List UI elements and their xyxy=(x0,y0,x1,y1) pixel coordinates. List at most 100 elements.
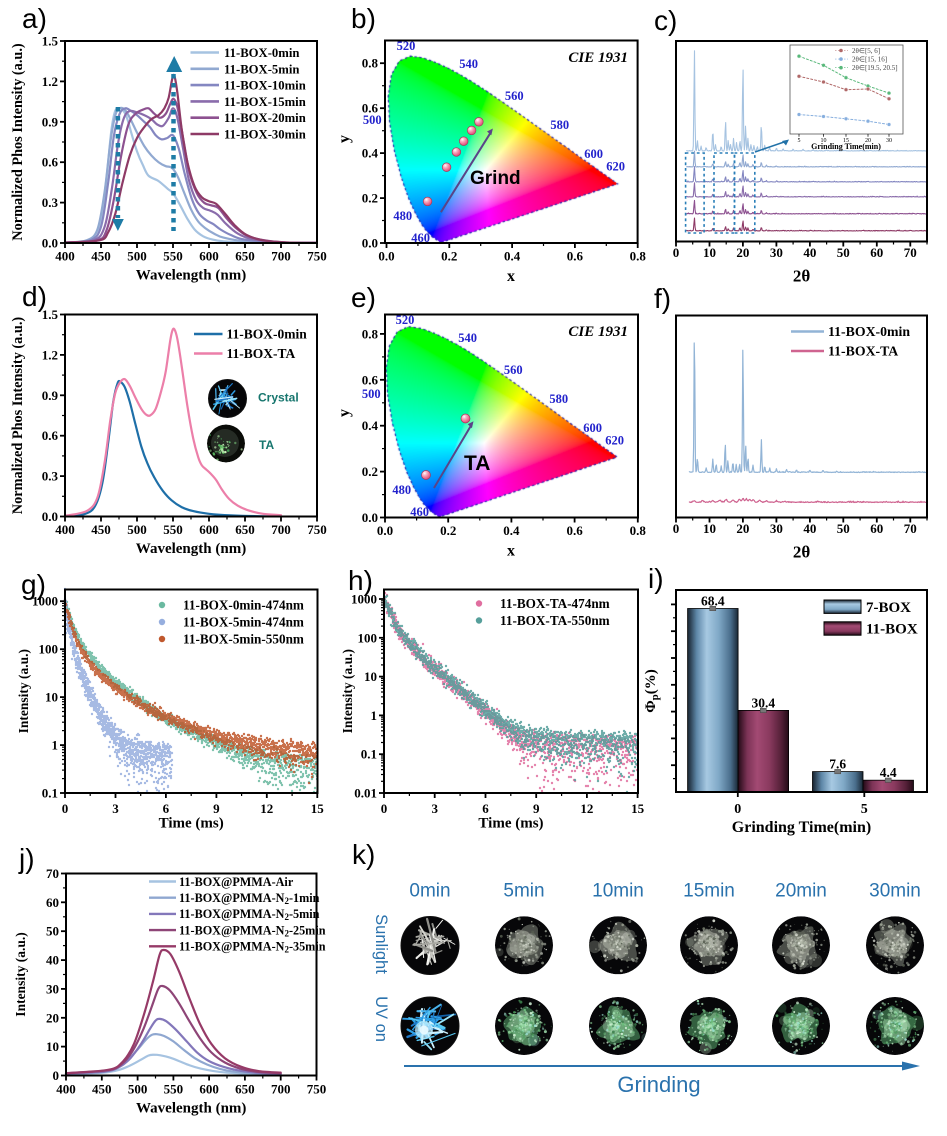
svg-text:3: 3 xyxy=(112,801,119,816)
svg-text:600: 600 xyxy=(584,147,603,161)
svg-text:400: 400 xyxy=(55,522,75,537)
svg-text:400: 400 xyxy=(56,1082,76,1097)
svg-text:0.9: 0.9 xyxy=(42,388,59,403)
svg-text:Time (ms): Time (ms) xyxy=(478,816,543,832)
svg-text:f): f) xyxy=(654,283,671,314)
svg-text:11-BOX-TA: 11-BOX-TA xyxy=(828,344,898,359)
svg-text:500: 500 xyxy=(127,522,147,537)
svg-text:0.6: 0.6 xyxy=(566,523,583,538)
svg-text:700: 700 xyxy=(271,1082,291,1097)
svg-text:15min: 15min xyxy=(683,881,735,902)
svg-text:5: 5 xyxy=(861,802,868,817)
svg-text:10: 10 xyxy=(46,1039,59,1054)
svg-text:6: 6 xyxy=(163,801,170,816)
svg-text:2θ∈[15, 16]: 2θ∈[15, 16] xyxy=(852,56,887,64)
svg-text:7.6: 7.6 xyxy=(829,757,846,772)
svg-text:10: 10 xyxy=(703,245,716,260)
svg-text:i): i) xyxy=(648,563,664,594)
svg-text:CIE 1931: CIE 1931 xyxy=(568,50,628,66)
svg-text:11-BOX-TA-474nm: 11-BOX-TA-474nm xyxy=(500,596,610,611)
svg-text:Sunlight: Sunlight xyxy=(372,914,390,974)
svg-text:11-BOX-5min-550nm: 11-BOX-5min-550nm xyxy=(183,632,304,647)
svg-text:500: 500 xyxy=(128,1082,148,1097)
svg-text:0.0: 0.0 xyxy=(42,509,58,524)
svg-text:0: 0 xyxy=(62,801,69,816)
svg-text:520: 520 xyxy=(397,39,416,53)
svg-text:Time (ms): Time (ms) xyxy=(159,816,224,832)
svg-text:10: 10 xyxy=(821,138,827,144)
svg-text:1: 1 xyxy=(52,738,59,753)
svg-text:b): b) xyxy=(351,3,376,34)
svg-text:a): a) xyxy=(22,3,47,34)
svg-text:1.5: 1.5 xyxy=(42,307,59,322)
svg-text:450: 450 xyxy=(91,522,111,537)
svg-text:11-BOX@PMMA-N2-35min: 11-BOX@PMMA-N2-35min xyxy=(179,940,326,955)
svg-text:0.1: 0.1 xyxy=(42,786,58,801)
svg-text:Grinding Time(min): Grinding Time(min) xyxy=(811,142,881,151)
svg-text:y: y xyxy=(336,409,353,417)
svg-text:15: 15 xyxy=(843,138,849,144)
svg-text:6: 6 xyxy=(482,801,489,816)
svg-text:620: 620 xyxy=(605,434,624,448)
svg-text:40: 40 xyxy=(803,521,816,536)
svg-text:30: 30 xyxy=(770,245,783,260)
svg-text:g): g) xyxy=(21,569,46,600)
svg-text:11-BOX-0min: 11-BOX-0min xyxy=(828,324,910,339)
svg-text:0.0: 0.0 xyxy=(378,249,394,264)
svg-text:60: 60 xyxy=(870,245,883,260)
svg-text:30: 30 xyxy=(770,521,783,536)
svg-text:Intensity (a.u.): Intensity (a.u.) xyxy=(16,649,31,733)
svg-text:0.2: 0.2 xyxy=(441,249,457,264)
svg-text:d): d) xyxy=(22,281,47,312)
svg-text:550: 550 xyxy=(164,1082,184,1097)
svg-text:20: 20 xyxy=(46,1010,59,1025)
svg-text:11-BOX-20min: 11-BOX-20min xyxy=(224,111,306,125)
svg-text:580: 580 xyxy=(550,118,569,132)
svg-text:1.5: 1.5 xyxy=(42,34,59,49)
svg-text:700: 700 xyxy=(271,522,291,537)
svg-text:0.1: 0.1 xyxy=(361,747,377,762)
svg-text:TA: TA xyxy=(259,438,274,452)
svg-text:0min: 0min xyxy=(409,881,450,902)
svg-text:Grinding Time(min): Grinding Time(min) xyxy=(732,819,871,836)
svg-text:70: 70 xyxy=(904,521,917,536)
svg-text:11-BOX@PMMA-N2-1min: 11-BOX@PMMA-N2-1min xyxy=(179,891,320,906)
svg-text:1.2: 1.2 xyxy=(42,347,58,362)
svg-text:30: 30 xyxy=(46,981,59,996)
svg-text:750: 750 xyxy=(307,249,327,264)
svg-text:0.3: 0.3 xyxy=(42,469,59,484)
svg-text:0.6: 0.6 xyxy=(567,249,584,264)
svg-text:11-BOX@PMMA-Air: 11-BOX@PMMA-Air xyxy=(179,875,294,889)
svg-text:0.9: 0.9 xyxy=(42,114,59,129)
svg-text:60: 60 xyxy=(870,521,883,536)
svg-text:600: 600 xyxy=(199,249,219,264)
svg-text:0.6: 0.6 xyxy=(362,372,379,387)
svg-text:11-BOX-0min: 11-BOX-0min xyxy=(227,327,308,342)
svg-text:11-BOX-10min: 11-BOX-10min xyxy=(224,79,306,93)
svg-text:11-BOX@PMMA-N2-25min: 11-BOX@PMMA-N2-25min xyxy=(179,923,326,938)
svg-text:7-BOX: 7-BOX xyxy=(866,600,911,616)
svg-text:100: 100 xyxy=(39,642,59,657)
svg-text:580: 580 xyxy=(549,392,568,406)
svg-text:0.0: 0.0 xyxy=(362,510,378,525)
svg-text:0.2: 0.2 xyxy=(362,191,378,206)
svg-text:0.6: 0.6 xyxy=(42,155,59,170)
svg-text:0.3: 0.3 xyxy=(42,195,59,210)
svg-text:700: 700 xyxy=(271,249,291,264)
svg-text:0: 0 xyxy=(673,245,680,260)
svg-text:0.8: 0.8 xyxy=(630,523,647,538)
svg-text:Normalized Phos Intensity (a.u: Normalized Phos Intensity (a.u.) xyxy=(10,317,26,515)
svg-text:2θ∈[19.5, 20.5]: 2θ∈[19.5, 20.5] xyxy=(852,64,898,72)
svg-text:e): e) xyxy=(351,282,376,313)
svg-text:0.01: 0.01 xyxy=(354,786,377,801)
svg-text:Intensity (a.u.): Intensity (a.u.) xyxy=(13,932,28,1016)
svg-text:x: x xyxy=(507,543,515,560)
svg-text:CIE 1931: CIE 1931 xyxy=(568,324,628,340)
svg-text:1000: 1000 xyxy=(351,592,377,607)
svg-text:460: 460 xyxy=(410,505,429,519)
svg-text:620: 620 xyxy=(606,160,625,174)
svg-text:c): c) xyxy=(654,5,677,36)
svg-text:500: 500 xyxy=(127,249,147,264)
svg-text:30: 30 xyxy=(886,138,892,144)
svg-text:Wavelength (nm): Wavelength (nm) xyxy=(136,1101,246,1117)
